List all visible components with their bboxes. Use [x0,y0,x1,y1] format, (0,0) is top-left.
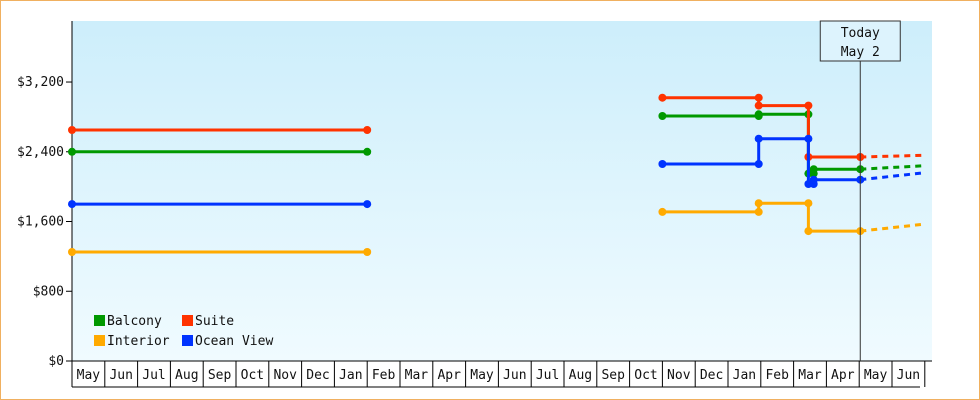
data-point[interactable] [804,101,813,110]
legend-label: Balcony [107,314,162,329]
x-tick-label: Mar [798,368,822,383]
x-tick-label: May [470,368,494,383]
x-tick-label: Feb [372,368,396,383]
series-ocean-view [68,134,925,209]
y-tick-label: $1,600 [17,215,64,230]
data-point[interactable] [754,160,763,168]
series-line [662,201,861,233]
x-tick-label: Jul [142,368,165,383]
x-tick-label: Sep [208,368,232,383]
today-box [819,20,901,62]
x-tick-label: Jul [536,368,559,383]
series-layer [68,93,925,256]
x-tick-label: Jun [503,368,526,383]
y-tick-label: $2,400 [17,145,64,160]
data-point[interactable] [658,93,667,102]
data-point[interactable] [754,199,763,208]
x-tick-label: Nov [273,368,297,383]
legend-swatch [182,315,193,326]
legend-label: Ocean View [195,334,273,349]
data-point[interactable] [754,101,763,110]
legend-label: Suite [195,314,234,329]
x-tick-label: Aug [175,368,198,383]
y-axis: $0 $800 $1,600 $2,400 $3,200 [17,21,73,387]
x-tick-label: Dec [700,368,723,383]
x-tick-label: Jun [897,368,920,383]
series-line [662,96,861,159]
x-tick-label: Sep [601,368,625,383]
x-tick-label: Nov [667,368,691,383]
series-interior [68,199,925,256]
data-point[interactable] [363,147,372,156]
today-label: Today [841,26,880,41]
data-point[interactable] [363,248,372,256]
legend: Balcony Suite Interior Ocean View [94,314,273,349]
data-point[interactable] [754,207,763,216]
legend-swatch [182,335,193,346]
y-tick-label: $800 [33,284,64,299]
y-tick-label: $0 [48,354,64,369]
data-point[interactable] [754,93,763,102]
x-tick-label: May [77,368,101,383]
data-point[interactable] [363,200,372,209]
series-suite [68,93,925,161]
today-marker: Today May 2 [819,20,901,361]
x-tick-label: Aug [569,368,592,383]
x-tick-label: Apr [437,368,461,383]
data-point[interactable] [363,126,372,134]
plot-background [72,21,932,361]
data-point[interactable] [804,134,813,143]
x-tick-label: Dec [306,368,329,383]
data-point[interactable] [804,199,813,208]
x-tick-label: Mar [405,368,429,383]
x-tick-label: Apr [831,368,855,383]
y-tick-label: $3,200 [17,75,64,90]
data-point[interactable] [754,134,763,143]
data-point[interactable] [658,160,667,168]
x-tick-label: Jan [339,368,362,383]
data-point[interactable] [68,126,76,134]
data-point[interactable] [809,165,818,174]
data-point[interactable] [809,175,818,184]
x-tick-label: Oct [241,368,264,383]
x-tick-label: Oct [634,368,657,383]
x-tick-label: Jan [733,368,756,383]
legend-swatch [94,335,105,346]
data-point[interactable] [68,147,76,156]
data-point[interactable] [804,227,813,236]
data-point[interactable] [658,112,667,120]
x-tick-label: Feb [765,368,789,383]
legend-swatch [94,315,105,326]
x-tick-label: May [864,368,888,383]
data-point[interactable] [68,200,76,209]
x-axis: May Jun Jul Aug Sep Oct Nov Dec Jan Feb Mar Apr May J… [71,360,932,388]
data-point[interactable] [68,248,76,256]
data-point[interactable] [658,207,667,216]
data-point[interactable] [754,110,763,119]
x-tick-label: Jun [109,368,132,383]
legend-label: Interior [107,334,170,349]
today-date: May 2 [841,45,880,60]
